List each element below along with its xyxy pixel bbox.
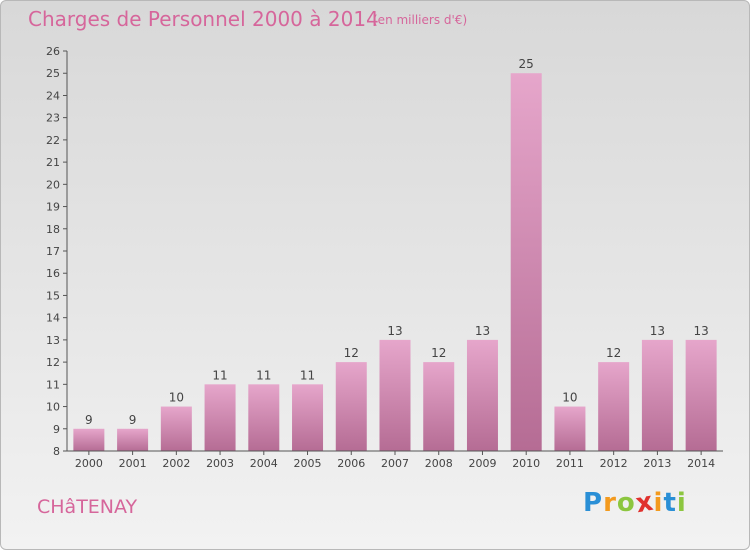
bar-2000 [73, 428, 105, 451]
town-name: CHâTENAY [37, 496, 138, 518]
x-tick-label-2013: 2013 [643, 457, 671, 470]
bar-2012 [598, 362, 630, 451]
x-tick-label-2004: 2004 [250, 457, 278, 470]
bar-2006 [335, 362, 367, 451]
data-label-2006: 12 [344, 346, 359, 360]
logo-letter: o [616, 488, 636, 518]
logo-letter: i [676, 488, 687, 518]
y-tick-label: 26 [46, 45, 60, 58]
y-tick-label: 16 [46, 267, 60, 280]
bar-2008 [423, 362, 455, 451]
bar-2002 [160, 406, 192, 451]
x-tick-label-2001: 2001 [119, 457, 147, 470]
data-label-2012: 12 [606, 346, 621, 360]
x-tick-label-2005: 2005 [294, 457, 322, 470]
proxiti-logo: Proxiti [583, 487, 687, 520]
x-tick-label-2007: 2007 [381, 457, 409, 470]
x-tick-label-2011: 2011 [556, 457, 584, 470]
y-tick-label: 25 [46, 67, 60, 80]
data-label-2004: 11 [256, 368, 271, 382]
logo-letter: r [603, 488, 617, 518]
x-tick-label-2000: 2000 [75, 457, 103, 470]
logo-letter: i [653, 488, 664, 518]
y-tick-label: 15 [46, 289, 60, 302]
x-tick-label-2008: 2008 [425, 457, 453, 470]
y-tick-label: 11 [46, 378, 60, 391]
bar-2007 [379, 339, 411, 451]
y-tick-label: 17 [46, 245, 60, 258]
bar-2005 [292, 384, 324, 451]
data-label-2010: 25 [519, 57, 534, 71]
logo-letter: P [583, 488, 604, 518]
x-tick-label-2002: 2002 [162, 457, 190, 470]
y-tick-label: 20 [46, 178, 60, 191]
bars: 9 9 10 11 11 11 12 13 12 13 25 10 12 13 13 [73, 57, 717, 451]
y-axis: 8 9 10 11 12 13 14 15 16 17 18 19 20 21 22 23 24 25 26 [46, 45, 68, 458]
data-label-2011: 10 [562, 391, 577, 405]
y-tick-label: 8 [53, 445, 60, 458]
data-label-2000: 9 [85, 413, 93, 427]
data-label-2007: 13 [387, 324, 402, 338]
data-label-2014: 13 [693, 324, 708, 338]
data-label-2001: 9 [129, 413, 137, 427]
data-label-2013: 13 [650, 324, 665, 338]
x-tick-label-2010: 2010 [512, 457, 540, 470]
x-tick-label-2006: 2006 [337, 457, 365, 470]
y-tick-label: 14 [46, 312, 60, 325]
bar-2011 [554, 406, 586, 451]
chart-title: Charges de Personnel 2000 à 2014 [28, 7, 379, 31]
bar-2009 [466, 339, 498, 451]
y-tick-label: 18 [46, 223, 60, 236]
bar-2013 [641, 339, 673, 451]
chart-subtitle: (en milliers d'€) [373, 13, 468, 27]
bar-2004 [248, 384, 280, 451]
logo-letter: t [663, 488, 677, 518]
x-axis: 2000 2001 2002 2003 2004 2005 2006 2007 2008 2009… [67, 450, 723, 470]
x-tick-label-2014: 2014 [687, 457, 715, 470]
bar-2001 [117, 428, 149, 451]
data-label-2008: 12 [431, 346, 446, 360]
data-label-2009: 13 [475, 324, 490, 338]
y-tick-label: 10 [46, 401, 60, 414]
bar-2014 [685, 339, 717, 451]
bar-2010 [510, 73, 542, 451]
y-tick-label: 9 [53, 423, 60, 436]
y-tick-label: 23 [46, 112, 60, 125]
y-tick-label: 24 [46, 89, 60, 102]
x-tick-label-2009: 2009 [468, 457, 496, 470]
data-label-2002: 10 [169, 391, 184, 405]
x-tick-label-2003: 2003 [206, 457, 234, 470]
y-tick-label: 21 [46, 156, 60, 169]
y-tick-label: 22 [46, 134, 60, 147]
data-label-2003: 11 [212, 368, 227, 382]
y-tick-label: 13 [46, 334, 60, 347]
y-tick-label: 12 [46, 356, 60, 369]
x-tick-label-2012: 2012 [600, 457, 628, 470]
bar-2003 [204, 384, 236, 451]
data-label-2005: 11 [300, 368, 315, 382]
y-tick-label: 19 [46, 201, 60, 214]
